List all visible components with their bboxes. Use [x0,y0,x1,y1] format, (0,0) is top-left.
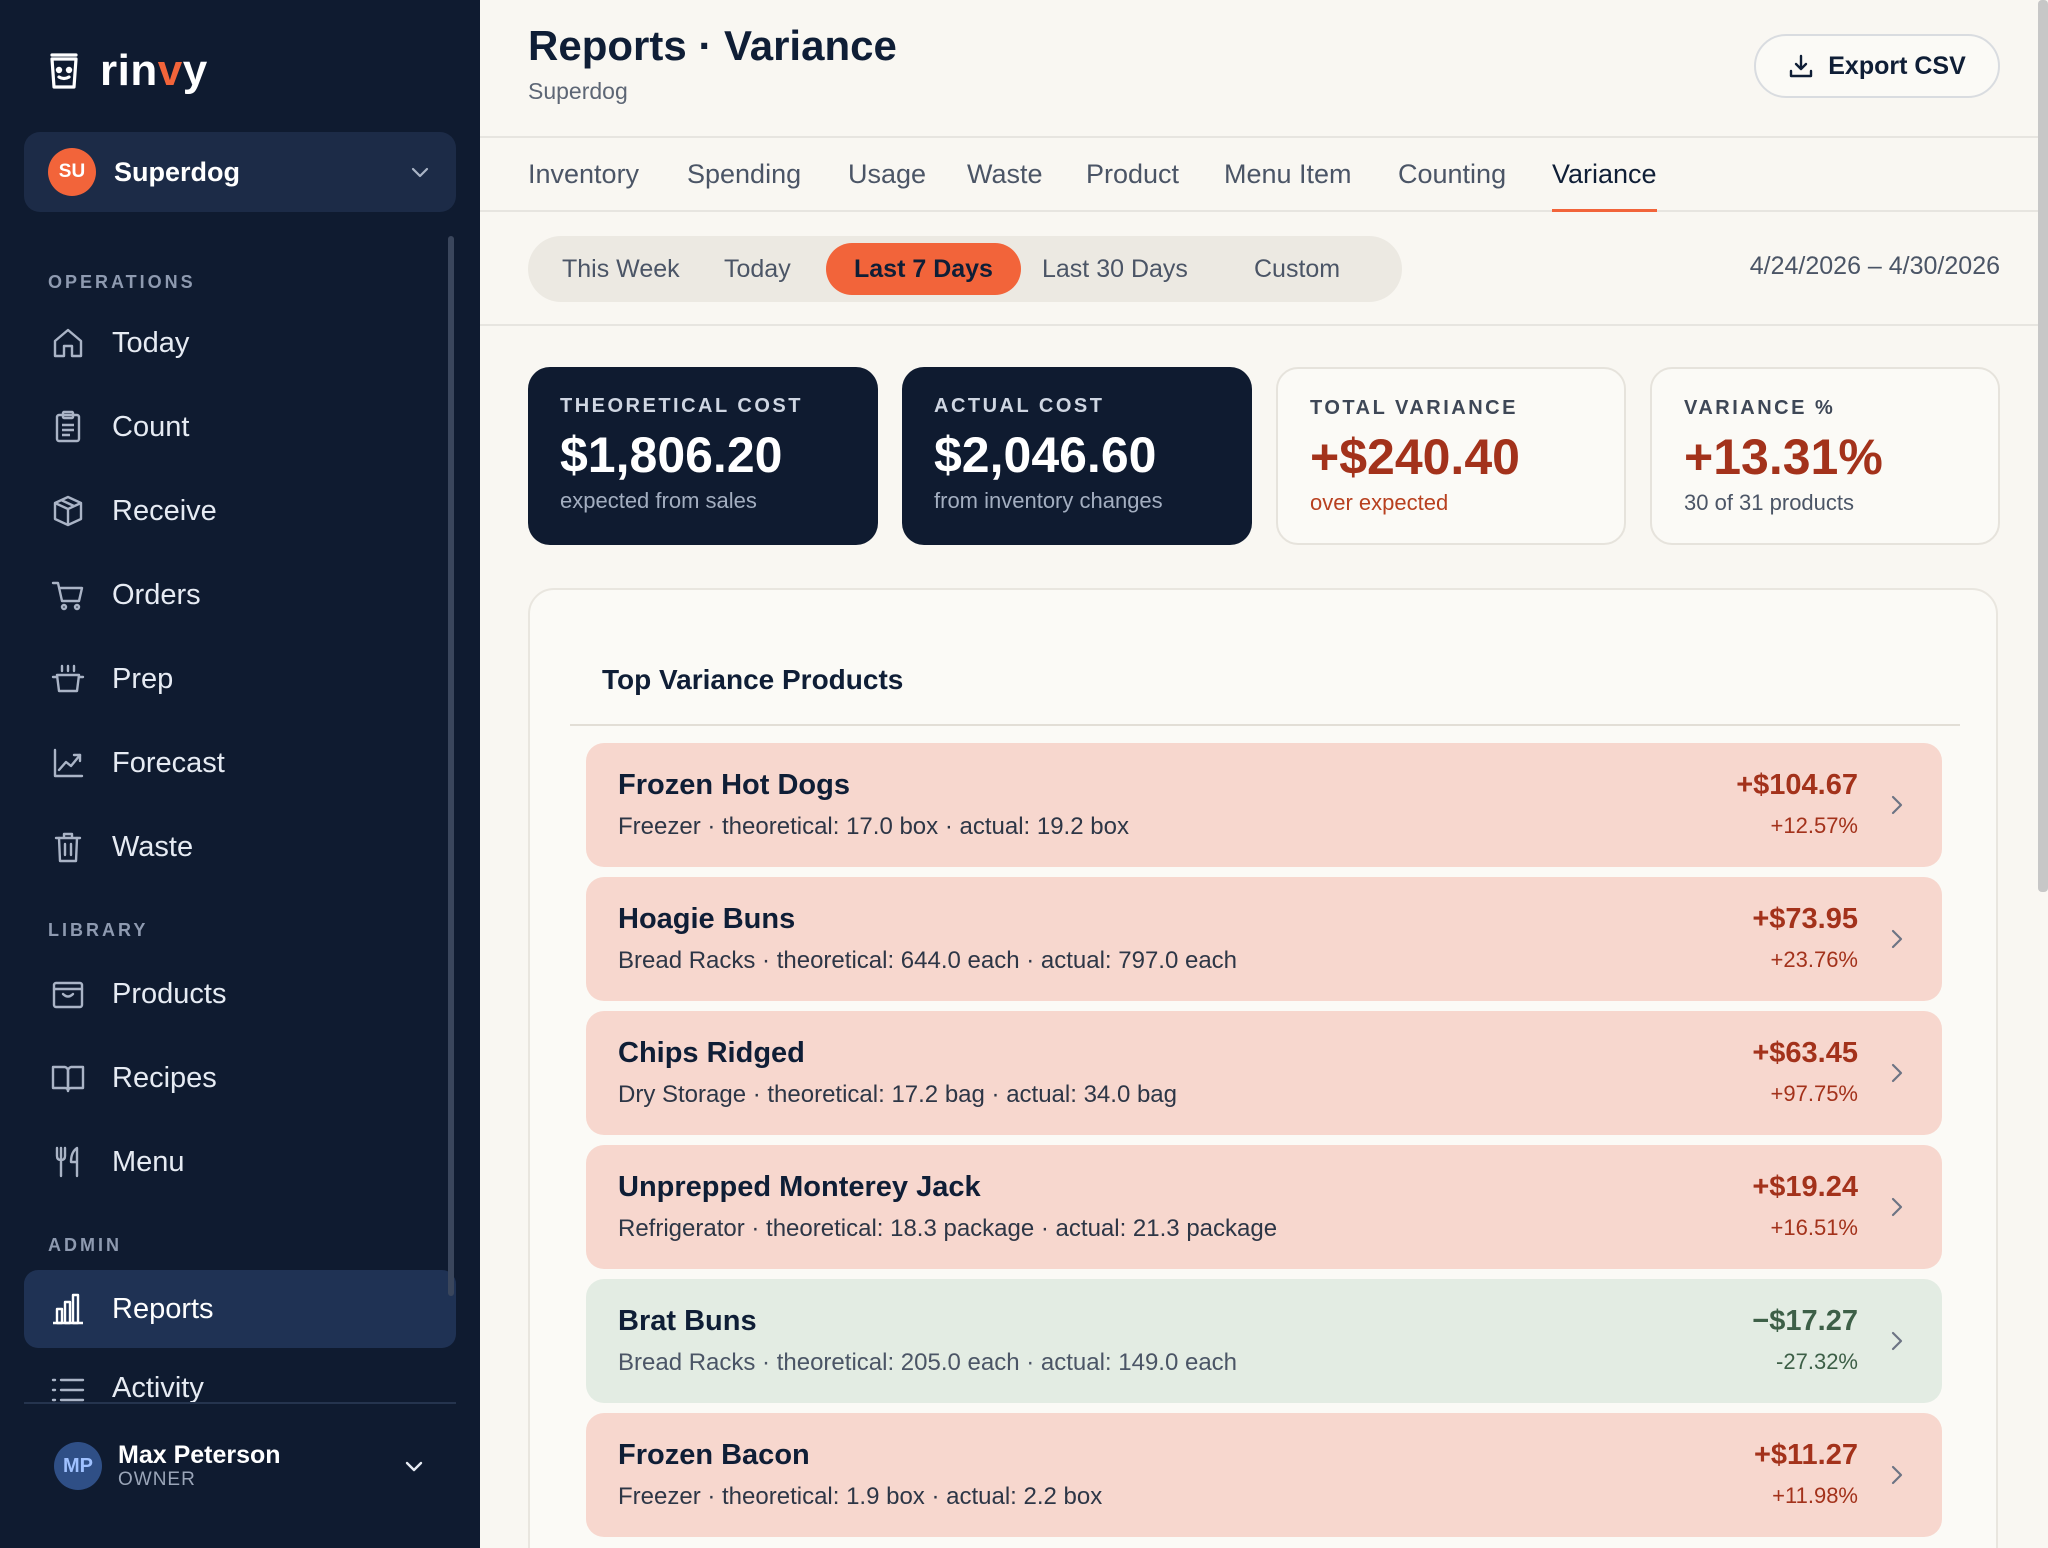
user-name: Max Peterson [118,1441,281,1469]
section-label-library: LIBRARY [48,920,149,940]
cup-logo-icon [50,53,78,89]
panel-title: Top Variance Products [602,664,904,695]
sidebar-item-activity[interactable]: Activity [24,1354,456,1402]
tab-usage[interactable]: Usage [848,159,927,189]
section-label-operations: OPERATIONS [48,272,196,292]
list-item[interactable]: Unprepped Monterey Jack Refrigerator · t… [586,1145,1942,1269]
section-label-admin: ADMIN [48,1235,122,1255]
tab-spending[interactable]: Spending [687,159,802,189]
sidebar-item-orders[interactable]: Orders [24,556,456,634]
org-switcher[interactable]: SU Superdog [24,132,456,212]
tab-variance[interactable]: Variance [1552,138,1657,212]
tray-icon [52,981,84,1009]
sidebar-item-recipes[interactable]: Recipes [24,1039,456,1117]
chevron-right-icon [1891,929,1903,949]
brand-name: rinvy [100,46,208,95]
list-item[interactable]: Frozen Hot Dogs Freezer · theoretical: 1… [586,743,1942,867]
brand-logo[interactable]: rinvy [46,46,208,96]
page-subtitle: Superdog [528,78,628,104]
chevron-right-icon [1891,1465,1903,1485]
chevron-right-icon [1891,1331,1903,1351]
list-item[interactable]: Frozen Bacon Freezer · theoretical: 1.9 … [586,1413,1942,1537]
chevron-right-icon [1891,1063,1903,1083]
range-bar: This Week Today Last 7 Days Last 30 Days… [480,212,2048,326]
divider [570,724,1960,726]
sidebar-item-reports[interactable]: Reports [24,1270,456,1348]
sidebar-item-prep[interactable]: Prep [24,640,456,718]
avatar: MP [54,1442,102,1490]
clipboard-icon [55,410,81,443]
sidebar-item-count[interactable]: Count [24,388,456,466]
download-icon [1790,54,1813,78]
total-variance-card: TOTAL VARIANCE +$240.40 over expected [1276,367,1626,545]
chart-line-icon [53,748,84,778]
chevron-down-icon [411,167,429,178]
sidebar-item-menu[interactable]: Menu [24,1123,456,1201]
org-name: Superdog [114,156,240,187]
sidebar-item-products[interactable]: Products [24,955,456,1033]
trash-icon [54,832,82,863]
user-role: OWNER [118,1469,196,1490]
chevron-right-icon [1891,795,1903,815]
date-range-selector: This Week Today Last 7 Days Last 30 Days… [528,236,1402,302]
tab-inventory[interactable]: Inventory [528,159,640,189]
chevron-down-icon [405,1461,423,1472]
sidebar-item-receive[interactable]: Receive [24,472,456,550]
cart-icon [51,581,84,611]
top-variance-panel: Top Variance Products Frozen Hot Dogs Fr… [528,588,1998,1548]
actual-cost-card: ACTUAL COST $2,046.60 from inventory cha… [902,367,1252,545]
sidebar-item-today[interactable]: Today [24,304,456,382]
utensils-icon [55,1146,79,1178]
list-item[interactable]: Chips Ridged Dry Storage · theoretical: … [586,1011,1942,1135]
date-range-label: 4/24/2026 – 4/30/2026 [1749,252,2000,280]
sidebar-item-forecast[interactable]: Forecast [24,724,456,802]
theoretical-cost-card: THEORETICAL COST $1,806.20 expected from… [528,367,878,545]
box-icon [53,495,83,527]
chevron-right-icon [1891,1197,1903,1217]
tab-product[interactable]: Product [1086,159,1180,189]
org-avatar: SU [48,148,96,196]
variance-percent-card: VARIANCE % +13.31% 30 of 31 products [1650,367,2000,545]
divider [24,1402,456,1404]
tab-waste[interactable]: Waste [967,159,1043,189]
sidebar-scrollbar[interactable] [448,236,454,1296]
sidebar: rinvy SU Superdog OPERATIONS Today Count… [0,0,480,1548]
range-today[interactable]: Today [724,255,791,283]
range-custom[interactable]: Custom [1254,255,1341,283]
tab-counting[interactable]: Counting [1398,159,1507,189]
page-scrollbar[interactable] [2038,0,2048,892]
list-item[interactable]: Brat Buns Bread Racks · theoretical: 205… [586,1279,1942,1403]
range-last-30-days[interactable]: Last 30 Days [1042,255,1188,283]
pot-icon [51,664,85,693]
range-last-7-days[interactable]: Last 7 Days [826,243,1021,295]
main-content: Reports · Variance Superdog Export CSV I… [480,0,2048,1548]
sidebar-item-waste[interactable]: Waste [24,808,456,886]
book-icon [51,1065,85,1093]
list-item[interactable]: Hoagie Buns Bread Racks · theoretical: 6… [586,877,1942,1001]
home-icon [53,328,83,358]
list-icon [51,1378,85,1402]
export-csv-button[interactable]: Export CSV [1754,34,2000,98]
report-tabs: Inventory Spending Usage Waste Product M… [480,136,2048,212]
bar-chart-icon [53,1293,83,1325]
user-menu[interactable]: MP Max Peterson OWNER [24,1416,456,1516]
range-this-week[interactable]: This Week [562,255,680,283]
tab-menu-item[interactable]: Menu Item [1224,159,1352,189]
page-title: Reports · Variance [528,22,897,69]
